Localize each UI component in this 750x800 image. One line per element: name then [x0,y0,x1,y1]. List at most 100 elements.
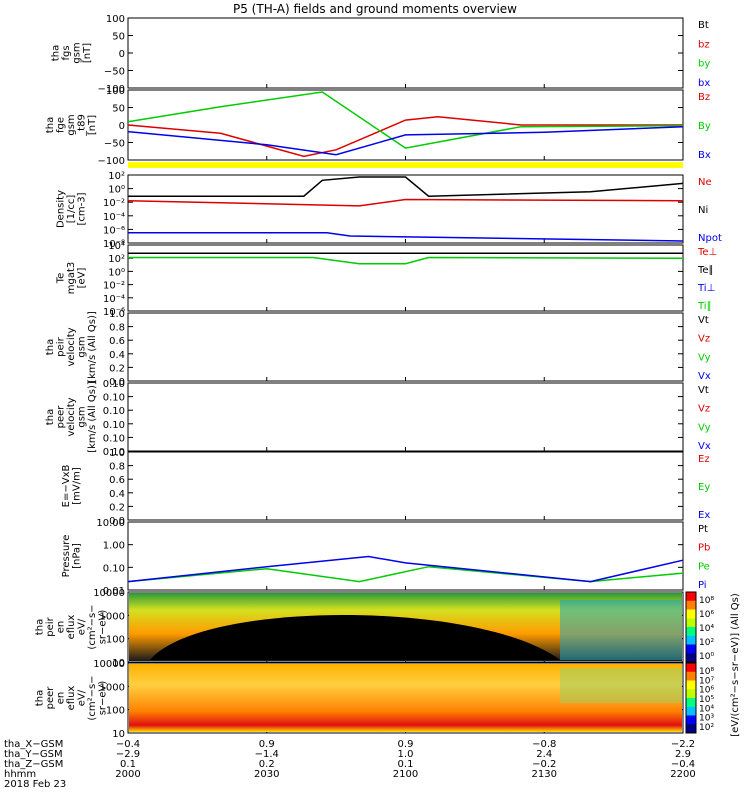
legend-fgs-by: by [698,59,710,70]
legend-pressure-Pb: Pb [698,543,710,554]
legend-peir_vel-Vx: Vx [698,371,711,382]
ylabel-line: E=−VxB [61,465,72,508]
ytick-label-fgs: 100 [106,14,125,25]
ylabel-line: velocity [66,397,77,436]
ylabel-line: (cm²−s− [87,675,98,720]
orbit-value: −0.8 [532,739,556,750]
ytick-label-peir_vel: 0.4 [109,350,125,361]
ytick-label-density: 10⁻⁴ [103,212,125,223]
ytick-label-fge: 0 [119,121,125,132]
ylabel-line: [nT] [87,115,98,135]
legend-pressure-Pe: Pe [698,561,710,572]
series-density-Npot [128,231,684,242]
colorbar-segment [686,644,696,654]
ylabel-line: mgat3 [66,262,77,295]
ytick-label-peer_vel: 0.10 [103,447,125,458]
ylabel-line: tha [45,339,56,355]
orbit-value: −0.4 [116,739,140,750]
ylabel-line: en [56,621,67,634]
series-fge-By [127,91,684,149]
ylabel-peer_vel: thapeervelocitygsm[km/s (All Qs)] [45,381,98,453]
ytick-label-fge: −100 [98,156,125,167]
colorbar-tick-label: 10⁷ [699,676,714,686]
orbit-row-label: hhmm [4,769,36,780]
colorbar-segment [686,715,696,725]
colorbar-frame [685,591,697,663]
colorbar-tick-label: 10⁶ [699,686,714,696]
series-pressure-Pi [127,555,684,583]
ylabel-line: en [56,692,67,705]
ytick-label-pressure: 0.01 [103,586,125,597]
colorbar-segment [686,671,696,681]
colorbar-tick-label: 10⁸ [699,596,714,606]
orbit-value: 1.0 [398,749,414,760]
legend-density-Ne: Ne [698,177,712,188]
ytick-label-temp: 10⁻² [103,281,125,292]
ytick-label-temp: 10⁻⁶ [103,307,125,318]
colorbar-label: [eV/(cm²−s−sr−eV)] (All Qs) [730,593,741,737]
ylabel-line: peer [56,405,67,429]
ylabel-line: gsm [71,42,82,63]
panel-frame-temp [127,244,684,312]
ytick-label-peir_vel: 1.0 [109,309,125,320]
legend-peer_vel-Vt: Vt [698,385,709,396]
ytick-label-peir_en: 10000 [93,588,125,599]
ylabel-efield: E=−VxB[mV/m] [61,465,83,508]
legend-fgs-bx: bx [698,78,710,89]
colorbar-tick-label: 10² [699,723,714,733]
ylabel-line: fgs [61,45,72,60]
ylabel-peir_en: thapeirenefluxeV/(cm²−s−sr−eV) [35,604,109,649]
ytick-label-efield: 0.4 [109,489,125,500]
legend-peer_vel-Vx: Vx [698,441,711,452]
ytick-label-efield: 0.0 [109,516,125,527]
legend-temp-Ti∥: Ti∥ [697,301,712,312]
orbit-value: −0.4 [671,759,695,770]
colorbar-segment [686,618,696,628]
legend-density-Npot: Npot [698,233,722,244]
ytick-label-fgs: 50 [112,32,125,43]
ytick-label-pressure: 1.00 [103,541,125,552]
colorbar-tick-label: 10⁸ [699,667,714,677]
separator-bar [128,162,683,168]
ytick-label-fge: −50 [104,139,125,150]
ytick-label-peer_en: 1000 [100,682,125,693]
ytick-label-peir_vel: 0.8 [109,323,125,334]
legend-fgs-Bt: Bt [698,20,709,31]
colorbar-segment [686,706,696,716]
ytick-label-peer_vel: 0.10 [103,406,125,417]
panel-frame-density [127,174,684,244]
ylabel-line: [mV/m] [71,467,82,505]
ytick-label-temp: 10⁴ [108,241,125,252]
orbit-row-label: tha_Z−GSM [4,759,63,770]
legend-fgs-bz: bz [698,39,710,50]
orbit-value: 0.1 [398,759,414,770]
orbit-value: 2200 [670,769,695,780]
ylabel-line: _t89 [77,114,88,137]
ylabel-line: [km/s (All Qs)] [87,381,98,453]
panel-frame-peer_vel [127,382,684,452]
legend-pressure-Pi: Pi [698,580,707,591]
ylabel-line: gsm [66,114,77,135]
legend-temp-Te⊥: Te⊥ [697,247,717,258]
orbit-row-label: tha_X−GSM [4,739,63,750]
series-fge-Bz [127,116,683,158]
colorbar-tick-label: 10² [699,638,714,648]
orbit-value: 2130 [532,769,557,780]
colorbar-segment [686,592,696,602]
ytick-label-efield: 0.8 [109,462,125,473]
ytick-label-efield: 0.2 [109,502,125,513]
ylabel-line: tha [50,45,61,61]
colorbar-tick-label: 10⁶ [699,610,714,620]
ylabel-line: gsm [77,406,88,427]
ylabel-fgs: thafgsgsm[nT] [50,42,93,63]
orbit-value: 2030 [254,769,279,780]
ylabel-line: eflux [66,615,77,640]
ytick-label-density: 10⁻² [103,198,125,209]
ylabel-temp: Temgat3[eV] [56,262,88,295]
ytick-label-fge: 50 [112,104,125,115]
spectrogram-peer-cold-region [560,668,682,703]
legend-peir_vel-Vz: Vz [698,334,710,345]
ytick-label-fgs: −100 [98,84,125,95]
ylabel-line: peir [45,616,56,636]
